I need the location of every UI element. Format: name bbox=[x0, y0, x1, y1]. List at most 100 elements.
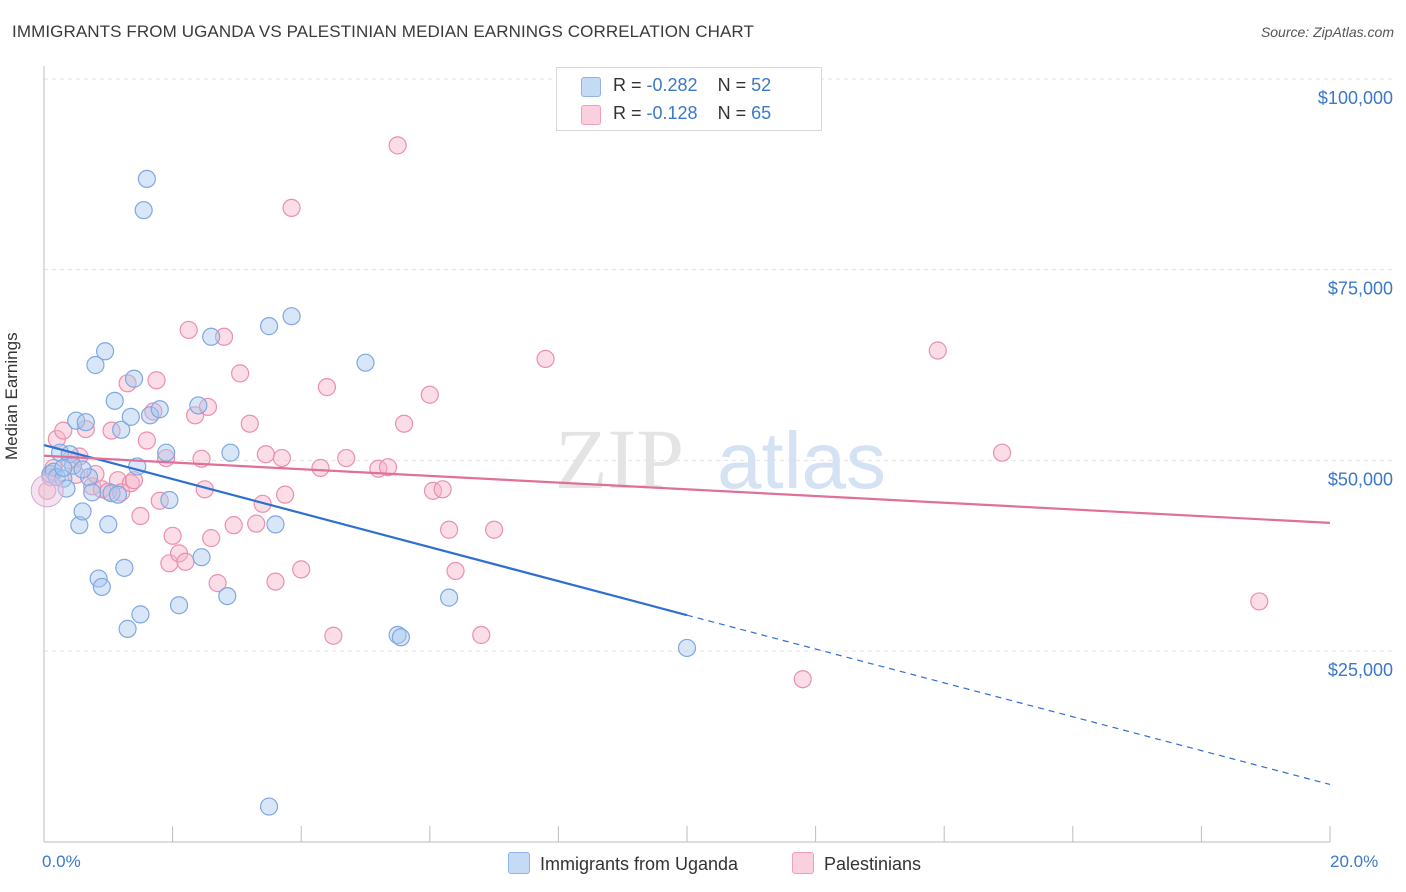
uganda-point-41 bbox=[259, 317, 279, 336]
x-tick-min: 0.0% bbox=[42, 852, 81, 871]
palestinians-point-59 bbox=[446, 561, 465, 581]
palestinians-point-37 bbox=[224, 516, 243, 535]
uganda-point-24 bbox=[118, 619, 137, 638]
y-tick-label-0: $25,000 bbox=[1328, 660, 1393, 680]
stats-legend: R = -0.282 N = 52 R = -0.128 N = 65 bbox=[556, 67, 822, 131]
cluster-point bbox=[30, 474, 64, 508]
uganda-point-19 bbox=[102, 484, 121, 503]
palestinians-point-43 bbox=[266, 572, 285, 591]
uganda-trend-line bbox=[43, 444, 688, 617]
uganda-point-51 bbox=[73, 460, 92, 479]
trend-lines bbox=[43, 444, 1331, 786]
uganda-point-36 bbox=[189, 396, 208, 415]
uganda-point-18 bbox=[99, 515, 118, 534]
uganda-point-25 bbox=[121, 407, 140, 426]
y-tick-label-3: $100,000 bbox=[1318, 88, 1393, 108]
x-tick-max: 20.0% bbox=[1330, 852, 1379, 871]
palestinians-point-40 bbox=[247, 514, 266, 533]
palestinians-point-64 bbox=[928, 341, 947, 360]
palestinians-point-23 bbox=[150, 491, 169, 510]
palestinians-point-63 bbox=[793, 670, 812, 689]
bottom-legend-uganda: Immigrants from Uganda bbox=[508, 852, 738, 875]
legend-n-value: 65 bbox=[751, 103, 772, 123]
uganda-point-47 bbox=[391, 628, 410, 647]
uganda-point-37 bbox=[192, 548, 211, 567]
palestinians-point-54 bbox=[388, 136, 407, 155]
palestinians-point-45 bbox=[276, 485, 295, 504]
palestinians-point-26 bbox=[163, 526, 182, 545]
palestinians-point-47 bbox=[292, 560, 311, 579]
palestinians-point-38 bbox=[231, 364, 250, 383]
grid-lines bbox=[44, 78, 1392, 652]
uganda-point-21 bbox=[108, 485, 128, 504]
source-label: Source: ZipAtlas.com bbox=[1260, 24, 1394, 40]
bottom-legend-swatch-uganda bbox=[508, 852, 530, 874]
uganda-point-13 bbox=[83, 483, 102, 502]
y-tick-labels: $25,000 $50,000 $75,000 $100,000 bbox=[1318, 88, 1393, 680]
uganda-point-20 bbox=[105, 391, 124, 410]
uganda-point-44 bbox=[259, 797, 279, 816]
palestinians-point-36 bbox=[214, 327, 234, 346]
uganda-point-40 bbox=[221, 443, 240, 462]
palestinians-point-61 bbox=[485, 520, 504, 539]
bottom-legend-label-uganda: Immigrants from Uganda bbox=[540, 854, 739, 874]
uganda-point-35 bbox=[169, 596, 189, 615]
palestinians-point-51 bbox=[337, 448, 356, 468]
uganda-trend-extension bbox=[686, 614, 1331, 786]
uganda-point-16 bbox=[92, 577, 111, 597]
uganda-point-50 bbox=[54, 458, 73, 478]
uganda-point-17 bbox=[95, 342, 115, 361]
uganda-point-32 bbox=[150, 400, 169, 419]
uganda-point-45 bbox=[356, 353, 375, 372]
palestinians-point-53 bbox=[378, 458, 398, 477]
palestinians-point-58 bbox=[439, 520, 459, 539]
uganda-point-22 bbox=[112, 420, 131, 439]
palestinians-point-62 bbox=[536, 349, 555, 368]
uganda-point-49 bbox=[677, 638, 697, 658]
uganda-point-14 bbox=[86, 355, 105, 375]
palestinians-point-35 bbox=[208, 574, 227, 593]
uganda-point-11 bbox=[76, 413, 95, 432]
data-points bbox=[30, 136, 1269, 816]
bottom-legend-label-palestinians: Palestinians bbox=[824, 854, 922, 874]
palestinians-point-25 bbox=[160, 554, 179, 573]
legend-r-label: R = bbox=[613, 75, 642, 95]
palestinians-point-49 bbox=[317, 378, 337, 397]
palestinians-point-15 bbox=[112, 483, 131, 502]
uganda-point-38 bbox=[202, 327, 221, 346]
palestinians-point-28 bbox=[176, 552, 195, 571]
palestinians-point-44 bbox=[272, 448, 292, 468]
palestinians-point-4 bbox=[54, 421, 73, 440]
palestinians-point-17 bbox=[121, 474, 140, 493]
uganda-point-29 bbox=[134, 201, 153, 220]
uganda-point-46 bbox=[388, 625, 407, 645]
uganda-point-31 bbox=[140, 406, 160, 425]
palestinians-point-20 bbox=[137, 431, 156, 450]
chart-title: IMMIGRANTS FROM UGANDA VS PALESTINIAN ME… bbox=[12, 22, 754, 41]
legend-r-value: -0.282 bbox=[646, 75, 698, 95]
axes bbox=[43, 66, 1331, 843]
y-tick-label-1: $50,000 bbox=[1328, 469, 1393, 489]
watermark-atlas: atlas bbox=[717, 416, 886, 505]
palestinians-point-30 bbox=[186, 406, 205, 425]
uganda-point-9 bbox=[70, 516, 89, 535]
bottom-legend-palestinians: Palestinians bbox=[792, 852, 921, 875]
legend-r-value: -0.128 bbox=[646, 103, 698, 123]
uganda-point-30 bbox=[137, 169, 156, 189]
palestinians-point-50 bbox=[311, 458, 330, 478]
uganda-point-26 bbox=[124, 369, 144, 388]
palestinians-point-60 bbox=[472, 625, 491, 645]
legend-n-label: N = bbox=[717, 75, 747, 95]
palestinians-point-56 bbox=[420, 385, 439, 404]
uganda-point-28 bbox=[131, 605, 150, 624]
palestinians-point-22 bbox=[147, 371, 166, 390]
palestinians-point-42 bbox=[256, 445, 275, 464]
uganda-point-34 bbox=[160, 490, 179, 510]
legend-r-label: R = bbox=[613, 103, 642, 123]
palestinians-point-19 bbox=[131, 506, 150, 526]
palestinians-point-34 bbox=[202, 529, 221, 548]
uganda-point-42 bbox=[266, 515, 285, 534]
uganda-point-39 bbox=[218, 586, 237, 606]
legend-n-label: N = bbox=[717, 103, 747, 123]
